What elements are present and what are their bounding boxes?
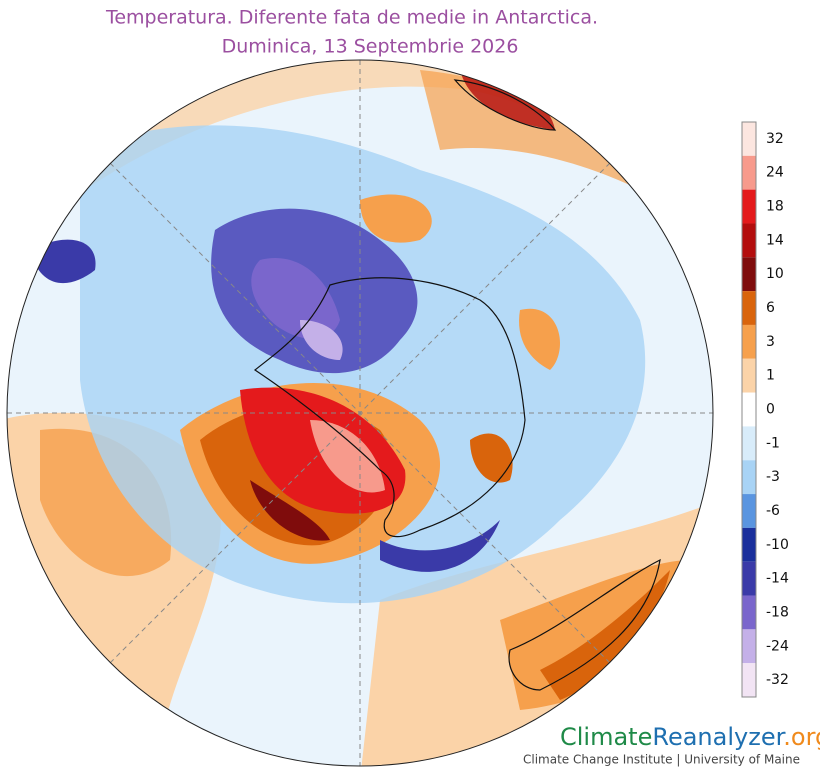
colorbar-segment — [742, 629, 756, 664]
colorbar-segment — [742, 494, 756, 528]
map — [7, 60, 713, 766]
colorbar-segment — [742, 358, 756, 393]
colorbar-segment — [742, 460, 756, 495]
colorbar-label: 18 — [766, 199, 784, 215]
colorbar-label: 10 — [766, 266, 784, 282]
colorbar-label: 0 — [766, 402, 775, 418]
colorbar-segment — [742, 324, 756, 359]
brand-part: Climate — [560, 723, 652, 751]
colorbar-label: 1 — [766, 368, 775, 384]
colorbar-label: 3 — [766, 334, 775, 350]
colorbar-label: 6 — [766, 300, 775, 316]
colorbar-segment — [742, 426, 756, 461]
colorbar-segment — [742, 527, 756, 562]
colorbar-label: -32 — [766, 672, 789, 688]
brand-subtitle: Climate Change Institute | University of… — [523, 753, 800, 767]
colorbar-label: 24 — [766, 165, 784, 181]
colorbar-label: -3 — [766, 469, 780, 485]
title-line: Temperatura. Diferente fata de medie in … — [105, 7, 598, 29]
colorbar-segment — [742, 392, 756, 427]
colorbar-label: -6 — [766, 503, 780, 519]
colorbar-label: -18 — [766, 604, 789, 620]
colorbar-segment — [742, 257, 756, 292]
colorbar-segment — [742, 561, 756, 596]
colorbar-segment — [742, 291, 756, 325]
globe-outline — [6, 59, 714, 767]
colorbar-segment — [742, 189, 756, 224]
colorbar-segment — [742, 223, 756, 258]
colorbar-segment — [742, 663, 756, 697]
colorbar-label: -14 — [766, 571, 789, 587]
title-line: Duminica, 13 Septembrie 2026 — [222, 36, 519, 58]
colorbar-label: 32 — [766, 131, 784, 147]
colorbar-label: -24 — [766, 638, 789, 654]
brand: ClimateReanalyzer.org — [560, 723, 820, 751]
colorbar-segment — [742, 595, 756, 630]
colorbar-label: -10 — [766, 537, 789, 553]
brand-part: .org — [783, 723, 820, 751]
colorbar-segment — [742, 155, 756, 190]
colorbar-segment — [742, 122, 756, 156]
colorbar-label: -1 — [766, 435, 780, 451]
colorbar-label: 14 — [766, 232, 784, 248]
brand-part: Reanalyzer — [652, 723, 785, 751]
colorbar-frame — [741, 121, 757, 698]
